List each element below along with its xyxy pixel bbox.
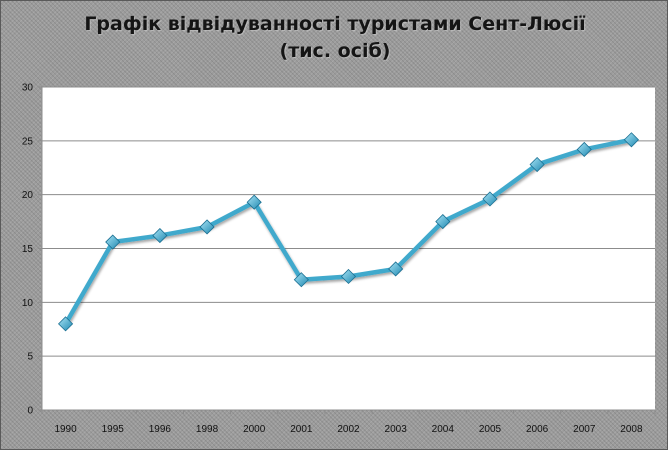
data-point-marker: [152, 228, 168, 244]
chart-title: Графік відвідуванності туристами Сент-Лю…: [1, 11, 669, 65]
data-point-marker: [435, 214, 451, 230]
gridlines: [42, 86, 655, 411]
data-point-marker: [388, 261, 404, 277]
data-point-marker: [199, 219, 215, 235]
y-tick-label: 15: [22, 244, 34, 255]
data-point-marker: [623, 132, 639, 148]
y-tick-label: 30: [22, 83, 34, 94]
series: [58, 132, 639, 332]
data-point-marker: [246, 194, 262, 210]
y-tick-label: 20: [22, 190, 34, 201]
x-tick-label: 2001: [290, 424, 313, 435]
data-point-marker: [576, 141, 592, 158]
y-tick-label: 10: [22, 298, 34, 309]
x-tick-label: 2006: [526, 424, 549, 435]
x-tick-label: 2000: [243, 424, 266, 435]
x-tick-label: 1990: [54, 424, 77, 435]
x-tick-label: 1998: [196, 424, 219, 435]
x-tick-label: 2003: [385, 424, 408, 435]
x-axis: 1990 1995 1996 1998 2000 2001 2002 2003 2004 2005…: [41, 409, 656, 435]
x-tick-label: 2004: [432, 424, 455, 435]
chart-title-line-1: Графік відвідуванності туристами Сент-Лю…: [84, 13, 586, 35]
data-point-marker: [105, 234, 121, 250]
x-tick-label: 2005: [479, 424, 502, 435]
y-axis: 0 5 10 15 20 25 30: [22, 83, 43, 417]
x-tick-label: 2007: [573, 424, 596, 435]
y-tick-label: 5: [27, 352, 33, 363]
data-point-marker: [529, 156, 545, 173]
x-tick-label: 1995: [102, 424, 125, 435]
data-point-marker: [482, 191, 498, 207]
y-tick-label: 0: [27, 406, 33, 417]
x-tick-label: 2002: [337, 424, 360, 435]
data-point-marker: [58, 316, 74, 332]
x-tick-label: 1996: [149, 424, 172, 435]
chart-title-line-2: (тис. осіб): [279, 40, 391, 62]
x-tick-label: 2008: [620, 424, 643, 435]
data-point-marker: [293, 272, 309, 288]
data-point-marker: [340, 268, 357, 285]
y-tick-label: 25: [22, 136, 34, 147]
